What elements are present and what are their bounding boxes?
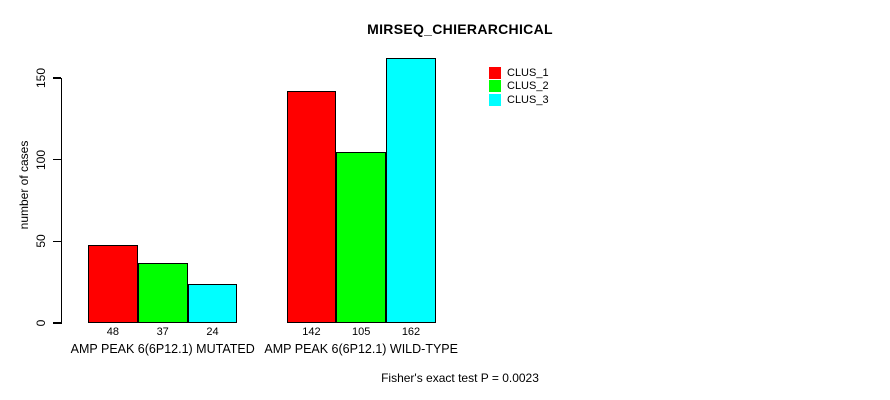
category-label: AMP PEAK 6(6P12.1) MUTATED <box>70 342 255 356</box>
bar-value-label: 37 <box>156 326 169 338</box>
bar-value-label: 105 <box>352 326 371 338</box>
legend-item: CLUS_1 <box>489 66 549 80</box>
y-axis-tick <box>53 77 61 79</box>
y-axis-label: number of cases <box>17 140 31 230</box>
y-axis-tick-label: 150 <box>34 67 48 89</box>
legend: CLUS_1 CLUS_2 CLUS_3 <box>489 66 549 107</box>
bar-value-label: 162 <box>401 326 421 338</box>
legend-swatch-clus_3 <box>489 93 501 106</box>
y-axis-tick <box>53 240 61 243</box>
y-axis-line <box>60 77 62 324</box>
bar-value-label: 24 <box>206 326 219 338</box>
legend-swatch-clus_2 <box>489 80 501 93</box>
legend-label: CLUS_1 <box>507 66 549 79</box>
pvalue-annotation: Fisher's exact test P = 0.0023 <box>381 371 539 385</box>
y-axis-tick-label: 100 <box>34 149 48 170</box>
legend-label: CLUS_2 <box>507 80 549 93</box>
y-axis-tick <box>53 158 61 161</box>
legend-item: CLUS_3 <box>489 93 549 107</box>
y-axis-tick <box>53 322 61 324</box>
bar-clus_3-group1 <box>187 283 238 323</box>
legend-label: CLUS_3 <box>507 93 549 106</box>
bar-clus_1-group1 <box>88 244 138 323</box>
category-label: AMP PEAK 6(6P12.1) WILD-TYPE <box>264 342 458 356</box>
y-axis-tick-label: 50 <box>34 234 48 249</box>
chart-title: MIRSEQ_CHIERARCHICAL <box>367 21 553 37</box>
legend-item: CLUS_2 <box>489 80 549 94</box>
bar-clus_3-group2 <box>386 58 436 323</box>
bar-clus_1-group2 <box>286 91 337 323</box>
bar-clus_2-group1 <box>137 262 188 323</box>
bar-value-label: 48 <box>106 326 120 338</box>
y-axis-tick-label: 0 <box>34 319 48 327</box>
legend-swatch-clus_1 <box>489 66 501 79</box>
bar-value-label: 142 <box>302 326 321 338</box>
bar-clus_2-group2 <box>336 151 387 323</box>
